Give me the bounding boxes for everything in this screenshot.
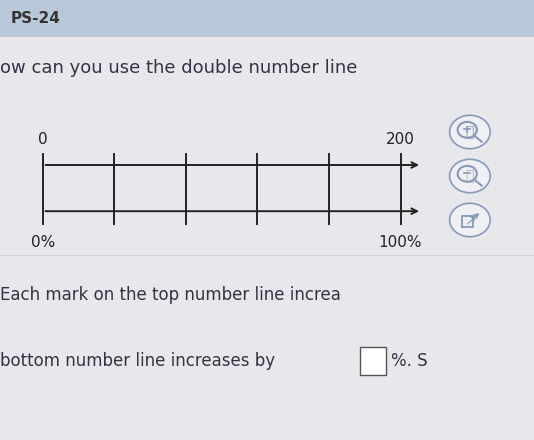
Text: 0: 0 — [38, 132, 48, 147]
Circle shape — [450, 159, 490, 193]
Text: 🔍: 🔍 — [466, 169, 474, 183]
Text: Each mark on the top number line increa: Each mark on the top number line increa — [0, 286, 341, 304]
Circle shape — [450, 203, 490, 237]
Text: ow can you use the double number line: ow can you use the double number line — [0, 59, 357, 77]
Text: 200: 200 — [386, 132, 415, 147]
Bar — [360, 347, 386, 375]
Text: 100%: 100% — [379, 235, 422, 250]
Text: %. S: %. S — [391, 352, 428, 370]
Text: 0%: 0% — [30, 235, 55, 250]
Bar — [0, 0, 534, 37]
Circle shape — [450, 115, 490, 149]
Text: ↗: ↗ — [464, 213, 476, 227]
Text: PS-24: PS-24 — [11, 11, 60, 26]
Text: 🔍: 🔍 — [466, 125, 474, 139]
Text: bottom number line increases by: bottom number line increases by — [0, 352, 275, 370]
